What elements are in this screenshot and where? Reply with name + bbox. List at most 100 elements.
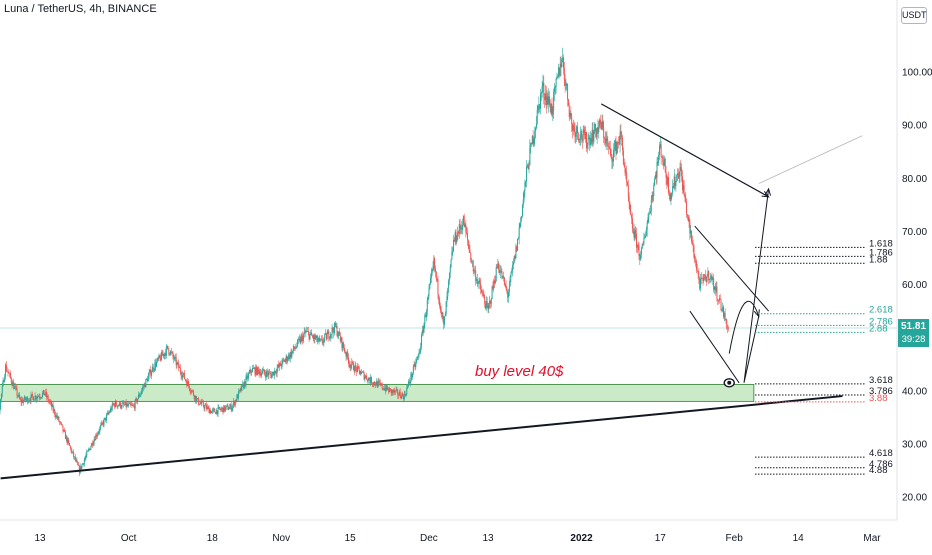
candle-body [298,339,299,340]
candle-body [496,267,497,281]
candle-body [613,150,614,161]
candle-body [419,351,420,352]
candle-body [653,186,654,197]
candle-body [54,410,55,415]
candle-body [554,87,555,92]
candle-body [62,424,63,426]
time-tick-label: 17 [655,533,667,544]
candle-body [451,259,452,267]
candle-body [186,380,187,382]
candle-body [419,352,420,354]
candle-body [42,393,43,397]
candle-body [154,369,155,370]
candle-body [337,326,338,336]
candle-body [344,348,345,352]
candle-body [519,228,520,238]
fib-level-label: 4.88 [869,465,888,476]
candle-body [168,349,169,354]
candle-body [400,392,401,397]
candle-body [364,377,365,379]
candle-body [595,124,596,132]
candle-body [446,296,447,301]
candle-body [437,279,438,294]
candle-body [264,369,265,372]
candle-body [232,405,233,408]
candle-body [418,354,419,357]
candle-body [277,368,278,373]
time-tick-label: Dec [420,533,438,544]
candle-body [90,447,91,450]
time-tick-label: 13 [482,533,494,544]
candle-body [618,142,619,143]
candle-body [643,238,644,243]
candle-body [262,371,263,374]
candle-body [579,139,580,140]
candle-body [315,338,316,339]
price-tick-label: 60.00 [902,280,927,291]
candle-body [374,382,375,384]
candle-body [584,130,585,133]
candle-body [0,399,1,409]
candle-body [609,146,610,148]
candle-body [675,182,676,186]
candle-body [524,182,525,190]
candle-body [598,126,599,132]
candle-body [130,403,131,405]
candle-body [555,87,556,88]
price-tick-label: 90.00 [902,121,927,132]
candle-body [439,299,440,305]
candle-body [624,164,625,166]
candle-body [488,304,489,309]
candle-body [395,391,396,393]
candle-body [17,388,18,395]
candle-body [631,215,632,218]
candle-body [360,374,361,375]
currency-button[interactable]: USDT [901,7,927,24]
candle-body [308,331,309,332]
candle-body [487,301,488,305]
candle-body [543,83,544,97]
candle-body [323,339,324,343]
candle-body [264,373,265,375]
candle-body [128,404,129,406]
candle-body [445,314,446,317]
candle-body [661,144,662,156]
candle-body [710,278,711,279]
candle-body [466,231,467,233]
candle-body [498,263,499,269]
candle-body [611,155,612,161]
candle-body [109,412,110,413]
candle-body [616,145,617,153]
candle-body [510,277,511,286]
fib-level-label: 2.88 [869,323,888,334]
candle-body [638,245,639,256]
candle-body [7,371,8,372]
candle-body [77,462,78,465]
last-price-tag: 51.81 39:28 [898,319,929,347]
time-tick-label: 18 [207,533,219,544]
candle-body [97,434,98,436]
candle-body [629,203,630,211]
candle-body [518,238,519,239]
candle-body [323,342,324,343]
candle-body [312,336,313,337]
candle-body [287,359,288,361]
candle-body [658,155,659,163]
candle-body [537,110,538,123]
candle-body [75,457,76,461]
candle-body [629,197,630,203]
candle-body [427,300,428,311]
candle-body [120,402,121,407]
projection-path [729,189,768,383]
candle-body [495,281,496,283]
candle-body [309,334,310,339]
candle-body [190,389,191,391]
candle-body [644,238,645,239]
candle-body [16,387,17,388]
candle-body [86,452,87,456]
eye-marker-pupil [727,381,731,385]
candle-body [10,373,11,378]
candle-body [4,377,5,382]
